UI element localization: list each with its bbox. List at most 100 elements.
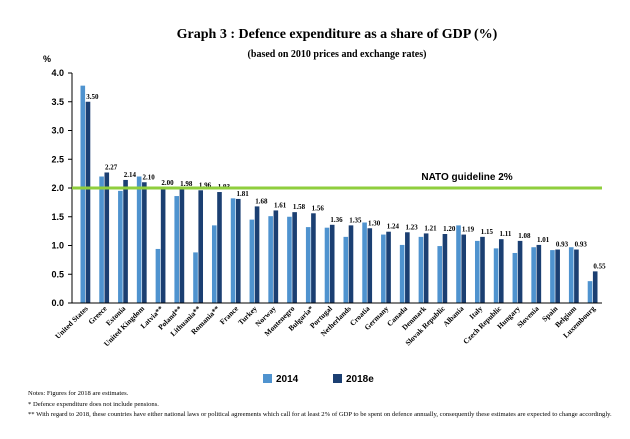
bar-2014-czech-republic	[493, 248, 499, 303]
data-label-denmark: 1.21	[424, 224, 437, 232]
bar-2018e-poland	[179, 189, 185, 303]
data-label-united-kingdom: 2.10	[143, 173, 156, 181]
y-tick-label: 4.0	[51, 68, 64, 78]
data-label-portugal: 1.36	[330, 216, 343, 224]
bar-2014-canada	[399, 244, 405, 303]
legend-swatch-2018e	[333, 374, 342, 383]
data-label-canada: 1.23	[406, 223, 419, 231]
y-axis-ticks: 0.0 0.5 1.0 1.5 2.0 2.5 3.0 3.5 4.0	[51, 68, 72, 308]
legend-label-2014: 2014	[276, 374, 299, 385]
bar-2018e-hungary	[517, 240, 523, 303]
bar-2014-belgium	[568, 247, 574, 303]
bar-2018e-canada	[405, 232, 410, 303]
data-label-bulgaria: 1.56	[312, 204, 325, 212]
data-label-lithuania: 1.96	[199, 181, 212, 189]
bar-2018e-croatia	[367, 228, 373, 303]
bar-2018e-greece	[104, 172, 110, 303]
bar-2018e-norway	[273, 210, 279, 303]
data-label-united-states: 3.50	[86, 93, 99, 101]
bar-2014-slovenia	[531, 247, 536, 303]
bar-2014-denmark	[418, 236, 424, 303]
chart-subtitle: (based on 2010 prices and exchange rates…	[248, 49, 427, 60]
data-label-netherlands: 1.35	[349, 216, 362, 224]
data-label-slovak-republic: 1.20	[443, 225, 456, 233]
bar-2014-spain	[550, 250, 555, 303]
bar-2014-montenegro	[287, 216, 292, 303]
data-labels: 3.502.272.142.102.001.981.961.931.811.68…	[86, 93, 606, 271]
y-tick-label: 3.5	[51, 97, 64, 107]
chart-title: Graph 3 : Defence expenditure as a share…	[177, 27, 498, 42]
nato-guideline-label: NATO guideline 2%	[421, 172, 512, 183]
bar-2018e-lithuania	[198, 190, 204, 303]
data-label-czech-republic: 1.11	[499, 230, 511, 238]
data-label-slovenia: 1.01	[537, 236, 550, 244]
data-label-poland: 1.98	[180, 180, 193, 188]
legend-swatch-2014	[263, 374, 272, 383]
data-label-spain: 0.93	[556, 241, 569, 249]
bar-2018e-slovak-republic	[442, 234, 448, 303]
bar-2018e-albania	[461, 234, 467, 303]
y-axis-label: %	[43, 54, 51, 64]
bar-2018e-montenegro	[292, 212, 297, 303]
bar-2018e-italy	[480, 236, 485, 303]
bar-2014-albania	[456, 225, 461, 303]
data-label-greece: 2.27	[105, 163, 118, 171]
bar-2014-lithuania	[193, 252, 198, 303]
data-label-hungary: 1.08	[518, 232, 531, 240]
data-label-croatia: 1.30	[368, 219, 381, 227]
bar-2014-germany	[381, 234, 386, 303]
y-tick-label: 1.5	[51, 212, 64, 222]
bar-2018e-czech-republic	[498, 239, 504, 303]
note-estimates: Notes: Figures for 2018 are estimates.	[28, 390, 129, 397]
data-label-estonia: 2.14	[124, 171, 137, 179]
notes: Notes: Figures for 2018 are estimates. *…	[28, 389, 618, 421]
bar-2018e-france	[235, 198, 241, 303]
bar-2014-estonia	[118, 190, 123, 303]
y-tick-label: 0.0	[51, 298, 64, 308]
category-label-france: France	[218, 304, 241, 327]
bar-2014-turkey	[249, 219, 255, 303]
bar-2018e-latvia	[160, 188, 166, 303]
bar-2018e-united-kingdom	[142, 182, 147, 303]
data-label-latvia: 2.00	[161, 179, 174, 187]
data-label-montenegro: 1.58	[293, 203, 306, 211]
legend-label-2018e: 2018e	[346, 374, 374, 385]
bar-2018e-denmark	[423, 233, 429, 303]
y-tick-label: 3.0	[51, 126, 64, 136]
y-tick-label: 2.0	[51, 183, 64, 193]
bar-2014-luxembourg	[587, 281, 593, 303]
data-label-italy: 1.15	[481, 228, 494, 236]
data-label-belgium: 0.93	[575, 241, 588, 249]
note-national-laws: ** With regard to 2018, these countries …	[28, 411, 612, 418]
bar-2014-france	[230, 198, 236, 303]
legend: 2014 2018e	[263, 374, 374, 385]
bar-2014-bulgaria	[305, 227, 311, 303]
bar-2014-united-states	[80, 85, 86, 304]
bar-2014-netherlands	[343, 236, 349, 303]
bar-2018e-belgium	[574, 249, 579, 303]
bar-2018e-slovenia	[536, 244, 542, 303]
bar-2014-slovak-republic	[437, 246, 443, 303]
bar-2014-portugal	[324, 227, 330, 303]
bar-2014-hungary	[512, 252, 518, 303]
bar-2014-croatia	[362, 222, 367, 303]
defence-expenditure-chart: Graph 3 : Defence expenditure as a share…	[43, 27, 606, 385]
category-label-united-states: United States	[53, 304, 90, 341]
bar-2014-latvia	[155, 248, 161, 303]
bar-2014-romania	[211, 225, 217, 303]
bar-2014-greece	[99, 176, 104, 303]
bars	[80, 85, 598, 304]
bar-2018e-portugal	[329, 224, 335, 303]
note-pensions: * Defence expenditure does not include p…	[28, 400, 159, 408]
data-label-germany: 1.24	[387, 223, 400, 231]
data-label-france: 1.81	[236, 190, 249, 198]
y-tick-label: 1.0	[51, 241, 64, 251]
y-tick-label: 0.5	[51, 269, 64, 279]
data-label-turkey: 1.68	[255, 197, 268, 205]
bar-2018e-romania	[217, 192, 222, 303]
bar-2014-poland	[174, 196, 180, 303]
bar-2014-italy	[474, 240, 480, 303]
bar-2018e-netherlands	[348, 225, 354, 303]
bar-2018e-bulgaria	[311, 213, 316, 303]
